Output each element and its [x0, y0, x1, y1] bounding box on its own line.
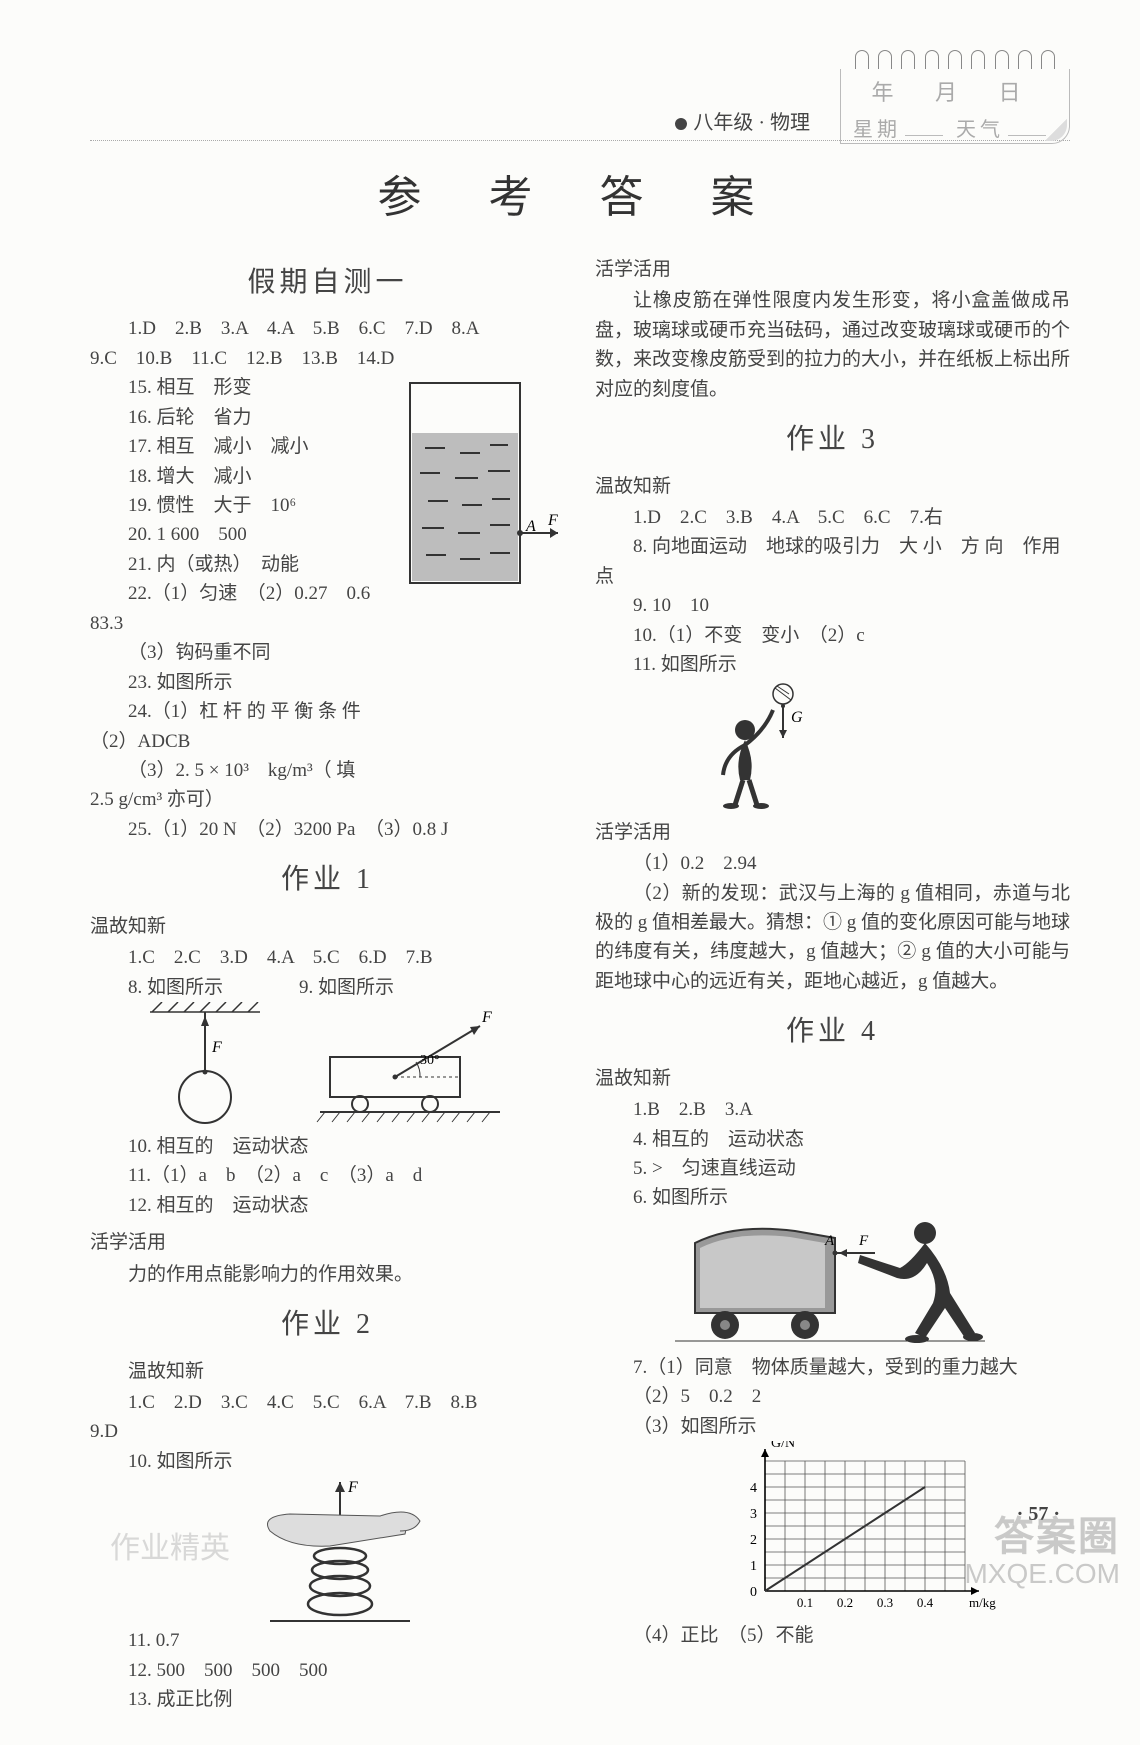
subject-label: 八年级 · 物理: [675, 106, 810, 135]
sec4-r1: 1.B 2.B 3.A: [595, 1095, 1070, 1124]
svg-text:2: 2: [750, 1533, 757, 1548]
page-title: 参 考 答 案: [90, 161, 1070, 225]
sec2-13: 13. 成正比例: [90, 1685, 565, 1714]
sec0-21: 21. 内（或热） 动能: [90, 550, 400, 579]
sec1-figures: F F 30°: [90, 1002, 510, 1132]
sec3-10: 10.（1）不变 变小 （2）c: [595, 621, 1070, 650]
svg-text:F: F: [481, 1009, 492, 1026]
sec2-10: 10. 如图所示: [90, 1447, 565, 1476]
sec3-t1: （1）0.2 2.94: [595, 849, 1070, 878]
sec3-r1: 1.D 2.C 3.B 4.A 5.C 6.C 7.右: [595, 503, 1070, 532]
svg-text:F: F: [858, 1233, 869, 1249]
svg-text:4: 4: [750, 1481, 757, 1496]
sec0-24c: （3）2. 5 × 10³ kg/m³（ 填: [90, 756, 400, 785]
watermark: 答案圈 MXQE.COM: [964, 1515, 1120, 1590]
right-column: 活学活用 让橡皮筋在弹性限度内发生形变，将小盒盖做成吊盘，玻璃球或硬币充当砝码，…: [595, 247, 1070, 1715]
sec4-sub: 温故知新: [595, 1064, 1070, 1093]
sec4-5: 5. > 匀速直线运动: [595, 1154, 1070, 1183]
sec0-23: 23. 如图所示: [90, 668, 400, 697]
sec1-title: 作业 1: [90, 858, 565, 901]
notepad-line2: 星期 天气: [853, 113, 1050, 142]
svg-text:G/N: G/N: [771, 1441, 795, 1451]
svg-text:30°: 30°: [420, 1053, 440, 1068]
ghost-text: 作业精英: [110, 1526, 230, 1573]
sec2b-text: 让橡皮筋在弹性限度内发生形变，将小盒盖做成吊盘，玻璃球或硬币充当砝码，通过改变玻…: [595, 286, 1070, 404]
sec2-r1: 1.C 2.D 3.C 4.C 5.C 6.A 7.B 8.B: [90, 1388, 565, 1417]
svg-text:m/kg: m/kg: [969, 1595, 996, 1610]
sec2-11: 11. 0.7: [90, 1626, 565, 1655]
sec0-r1: 1.D 2.B 3.A 4.A 5.B 6.C 7.D 8.A: [90, 314, 565, 343]
sec2-12: 12. 500 500 500 500: [90, 1656, 565, 1685]
sec3-title: 作业 3: [595, 418, 1070, 461]
sec4-7a: 7.（1）同意 物体质量越大，受到的重力越大: [595, 1353, 1070, 1382]
svg-text:F: F: [211, 1039, 222, 1056]
sec0-22a: 22.（1）匀速 （2）0.27 0.6: [90, 579, 400, 608]
sec3-sub2: 活学活用: [595, 818, 1070, 847]
svg-text:0.1: 0.1: [797, 1595, 813, 1610]
spring-hand-figure: F: [210, 1476, 470, 1626]
svg-text:3: 3: [750, 1507, 757, 1522]
svg-text:0.4: 0.4: [917, 1595, 934, 1610]
sec0-title: 假期自测一: [90, 261, 565, 304]
left-column: 假期自测一 1.D 2.B 3.A 4.A 5.B 6.C 7.D 8.A 9.…: [90, 247, 565, 1715]
sec0-r2: 9.C 10.B 11.C 12.B 13.B 14.D: [90, 344, 565, 373]
sec3-8: 8. 向地面运动 地球的吸引力 大 小 方 向 作用点: [595, 532, 1070, 591]
svg-text:F: F: [347, 1479, 358, 1496]
notepad-date: 年 月 日: [841, 75, 1069, 107]
sec1-t2: 力的作用点能影响力的作用效果。: [90, 1260, 565, 1289]
sec4-7c: （3）如图所示: [595, 1412, 1070, 1441]
svg-text:F: F: [547, 512, 558, 529]
sec0-20: 20. 1 600 500: [90, 520, 400, 549]
sec0-24b: （2）ADCB: [90, 727, 400, 756]
sec2-sub: 温故知新: [90, 1357, 565, 1386]
sec3-t2: （2）新的发现：武汉与上海的 g 值相同，赤道与北极的 g 值相差最大。猜想：①…: [595, 879, 1070, 997]
sec0-15: 15. 相互 形变: [90, 373, 400, 402]
sec1-89: 8. 如图所示 9. 如图所示: [90, 973, 565, 1002]
sec0-22c: （3）钩码重不同: [90, 638, 400, 667]
sec0-24d: 2.5 g/cm³ 亦可）: [90, 785, 400, 814]
sec0-16: 16. 后轮 省力: [90, 403, 400, 432]
svg-text:A: A: [824, 1233, 835, 1249]
sec1-11: 11.（1）a b （2）a c （3）a d: [90, 1161, 565, 1190]
sec0-17: 17. 相互 减小 减小: [90, 432, 400, 461]
sec0-25: 25.（1）20 N （2）3200 Pa （3）0.8 J: [90, 815, 565, 844]
sec1-10: 10. 相互的 运动状态: [90, 1132, 565, 1161]
svg-text:0: 0: [750, 1585, 757, 1600]
beaker-diagram: A F: [400, 373, 565, 603]
sec3-sub: 温故知新: [595, 472, 1070, 501]
sec0-figure: A F: [400, 373, 565, 603]
sec2b-sub: 活学活用: [595, 255, 1070, 284]
sec3-11: 11. 如图所示: [595, 650, 1070, 679]
svg-text:1: 1: [750, 1559, 757, 1574]
sec4-6: 6. 如图所示: [595, 1183, 1070, 1212]
sec3-figure: G: [705, 680, 835, 810]
sec0-24a: 24.（1）杠 杆 的 平 衡 条 件: [90, 697, 400, 726]
cart-push-figure: A F: [675, 1213, 995, 1353]
header: 八年级 · 物理 年 月 日 星期 天气: [90, 50, 1070, 141]
svg-text:0.3: 0.3: [877, 1595, 893, 1610]
sec4-7b: （2）5 0.2 2: [595, 1382, 1070, 1411]
sec1-sub2: 活学活用: [90, 1228, 565, 1257]
sec1-r1: 1.C 2.C 3.D 4.A 5.C 6.D 7.B: [90, 943, 565, 972]
svg-text:G: G: [791, 709, 803, 726]
content-columns: 假期自测一 1.D 2.B 3.A 4.A 5.B 6.C 7.D 8.A 9.…: [90, 247, 1070, 1715]
sec4-title: 作业 4: [595, 1010, 1070, 1053]
sec3-9: 9. 10 10: [595, 591, 1070, 620]
sec4-7d: （4）正比 （5）不能: [595, 1621, 1070, 1650]
sec1-12: 12. 相互的 运动状态: [90, 1191, 565, 1220]
sec0-22b: 83.3: [90, 609, 400, 638]
sec2-r2: 9.D: [90, 1417, 565, 1446]
sec2-title: 作业 2: [90, 1303, 565, 1346]
sec1-sub: 温故知新: [90, 912, 565, 941]
svg-text:0.2: 0.2: [837, 1595, 853, 1610]
notepad-widget: 年 月 日 星期 天气: [840, 50, 1070, 150]
sec0-18: 18. 增大 减小: [90, 462, 400, 491]
sec0-19: 19. 惯性 大于 10⁶: [90, 491, 400, 520]
sec4-4: 4. 相互的 运动状态: [595, 1125, 1070, 1154]
